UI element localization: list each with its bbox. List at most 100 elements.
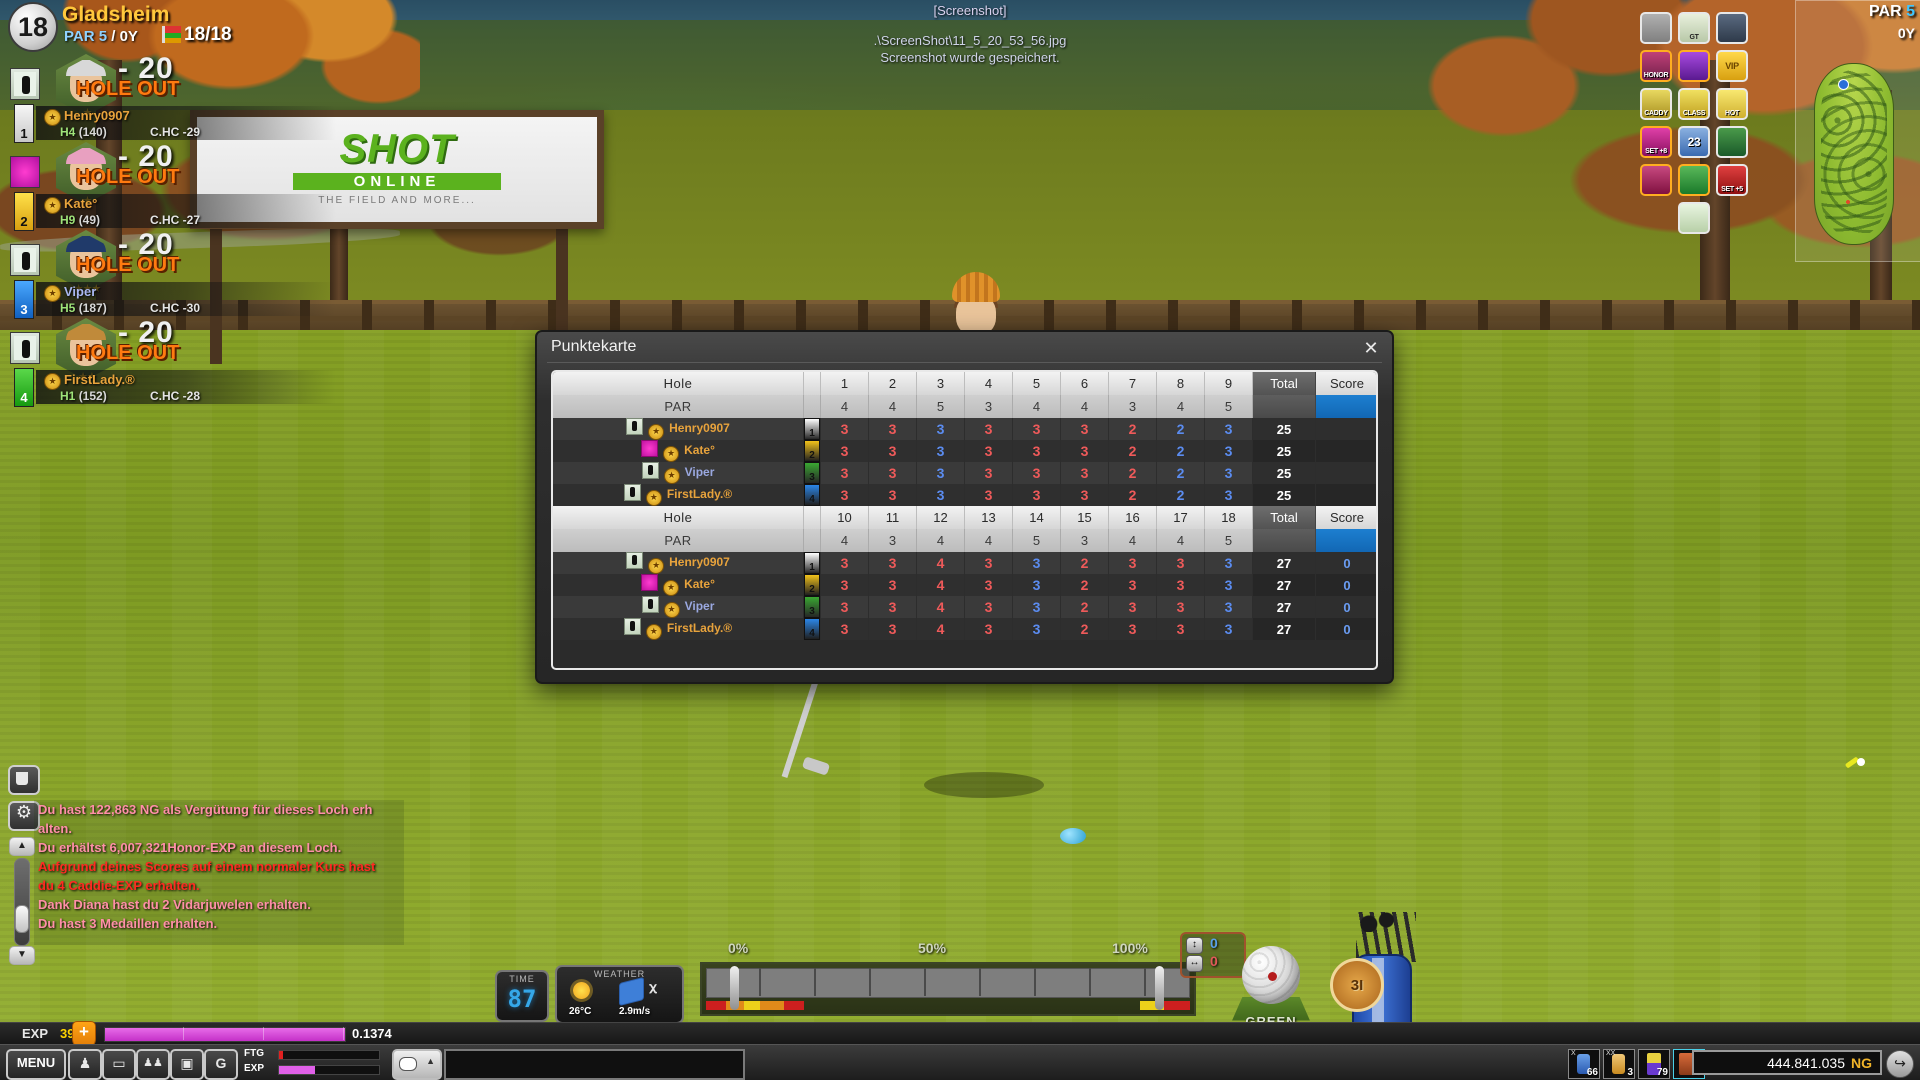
orange-potion-item[interactable]: XX 3 bbox=[1603, 1049, 1635, 1079]
score-cell: 3 bbox=[1012, 552, 1061, 574]
ground-marker bbox=[1060, 828, 1086, 844]
score-cell: 3 bbox=[1156, 618, 1205, 640]
ball-chip: 4 bbox=[804, 618, 820, 640]
table-row: ★ FirstLady.® 4 3 3 4 3 3 2 3 3 3 27 0 bbox=[553, 618, 1376, 640]
power-bar[interactable] bbox=[700, 962, 1196, 1016]
close-icon[interactable]: ✕ bbox=[1363, 337, 1379, 358]
chat-toggle-button[interactable] bbox=[392, 1049, 442, 1080]
golden-club-buff-icon[interactable] bbox=[1640, 164, 1672, 196]
chat-scroll-up-button[interactable]: ▲ bbox=[9, 837, 35, 856]
caddy-buff-icon[interactable]: CADDY bbox=[1640, 88, 1672, 120]
score-cell-total: 0 bbox=[1315, 596, 1376, 618]
exp-fill bbox=[105, 1028, 345, 1041]
inventory-icon[interactable]: ▭ bbox=[102, 1049, 136, 1080]
player-4-score: - 20 bbox=[118, 316, 174, 349]
par-value-17: 4 bbox=[1156, 529, 1205, 552]
chat-scroll-down-button[interactable]: ▼ bbox=[9, 946, 35, 965]
chat-input[interactable] bbox=[444, 1049, 745, 1080]
swing-buff-icon[interactable] bbox=[1678, 202, 1710, 234]
player-entry-1[interactable]: ★ - 20 HOLE OUT 1 ★ Henry0907 H4 (140) C… bbox=[10, 52, 340, 143]
guild-icon[interactable]: G bbox=[204, 1049, 238, 1080]
player-name-cell: ★ Kate° bbox=[553, 440, 804, 462]
money-amount: 444.841.035 bbox=[1767, 1055, 1845, 1071]
par-value-11: 3 bbox=[868, 529, 917, 552]
uv-23-buff-icon[interactable]: 23 bbox=[1678, 126, 1710, 158]
score-cell: 3 bbox=[1156, 574, 1205, 596]
minimap-tee-marker bbox=[1842, 197, 1854, 207]
scorecard-dialog: Punktekarte ✕ Hole 1 2 3 4 5 6 7 8 9 Total Score PAR… bbox=[535, 330, 1394, 684]
score-header: Score bbox=[1315, 506, 1376, 529]
score-cell: 2 bbox=[1060, 552, 1109, 574]
power-marker-start bbox=[730, 966, 739, 1010]
golfer-cap bbox=[952, 272, 1000, 302]
score-cell: 3 bbox=[964, 618, 1013, 640]
power-marker-end bbox=[1155, 966, 1164, 1010]
power-bar-widget[interactable]: 0% 50% 100% bbox=[700, 940, 1196, 1018]
spin-vertical-value: 0 bbox=[1210, 935, 1218, 951]
hole-number-5: 5 bbox=[1012, 372, 1061, 395]
set-plus-8-buff-icon[interactable]: SET +8 bbox=[1640, 126, 1672, 158]
star-burst-buff-icon[interactable] bbox=[1678, 50, 1710, 82]
player-entry-2[interactable]: ★ - 20 HOLE OUT 2 ★ Kate° H9 (49) C.HC -… bbox=[10, 140, 340, 231]
score-cell: 4 bbox=[916, 552, 965, 574]
video-icon[interactable]: ▣ bbox=[170, 1049, 204, 1080]
player-3-star-icon: ★ bbox=[44, 285, 61, 302]
friends-icon[interactable]: ♟♟ bbox=[136, 1049, 170, 1080]
par-value-6: 4 bbox=[1060, 395, 1109, 418]
hole-minimap[interactable]: PAR 5 0Y bbox=[1795, 0, 1920, 262]
chat-scrollbar[interactable] bbox=[14, 858, 30, 946]
score-cell: 4 bbox=[916, 596, 965, 618]
screenshot-toast-title: [Screenshot] bbox=[933, 3, 1007, 18]
hole-label: Hole bbox=[553, 372, 804, 395]
screenshot-toast-path: .\ScreenShot\11_5_20_53_56.jpg bbox=[873, 32, 1067, 48]
hole-label: Hole bbox=[553, 506, 804, 529]
chat-line: Dank Diana hast du 2 Vidarjuwelen erhalt… bbox=[38, 897, 311, 912]
player-name: Viper bbox=[684, 465, 715, 479]
spin-indicator[interactable]: ↕ 0 ↔ 0 bbox=[1180, 932, 1246, 978]
green-club-buff-icon[interactable] bbox=[1678, 164, 1710, 196]
temperature-value: 26°C bbox=[569, 1006, 592, 1017]
jump-arrow-buff-icon[interactable] bbox=[1716, 12, 1748, 44]
player-avatar-icon bbox=[623, 618, 641, 635]
gear-icon[interactable] bbox=[8, 801, 40, 831]
billboard-line1: SHOT bbox=[339, 127, 455, 171]
trash-icon[interactable] bbox=[8, 765, 40, 795]
class-buff-icon[interactable]: CLASS bbox=[1678, 88, 1710, 120]
player-3-infobar bbox=[36, 282, 336, 316]
ball-chip: 1 bbox=[804, 418, 820, 440]
gt-ball-buff-icon[interactable]: GT bbox=[1678, 12, 1710, 44]
total-cell: 27 bbox=[1252, 618, 1316, 640]
hot-buff-icon[interactable]: HOT bbox=[1716, 88, 1748, 120]
score-cell-total bbox=[1315, 484, 1376, 506]
menu-button[interactable]: MENU bbox=[6, 1049, 66, 1080]
vip-buff-icon[interactable]: VIP bbox=[1716, 50, 1748, 82]
player-entry-3[interactable]: ★★★ - 20 HOLE OUT 3 ★ Viper H5 (187) C.H… bbox=[10, 228, 340, 319]
chat-scroll-thumb[interactable] bbox=[15, 905, 29, 933]
selected-club-badge[interactable]: 3I bbox=[1330, 958, 1384, 1012]
hole-number-7: 7 bbox=[1108, 372, 1157, 395]
character-icon[interactable]: ♟ bbox=[68, 1049, 102, 1080]
score-cell: 3 bbox=[1204, 418, 1253, 440]
ball-chip: 2 bbox=[804, 440, 820, 462]
player-name: Viper bbox=[684, 599, 715, 613]
player-3-portrait: ★★★ bbox=[56, 230, 116, 295]
table-row: ★ FirstLady.® 4 3 3 3 3 3 3 2 2 3 25 bbox=[553, 484, 1376, 506]
hole-number-6: 6 bbox=[1060, 372, 1109, 395]
blue-potion-item[interactable]: X 66 bbox=[1568, 1049, 1600, 1079]
score-cell: 3 bbox=[1108, 574, 1157, 596]
energy-drink-item[interactable]: 79 bbox=[1638, 1049, 1670, 1079]
honor-buff-icon[interactable]: HONOR bbox=[1640, 50, 1672, 82]
exit-button[interactable]: ↪ bbox=[1886, 1050, 1914, 1078]
player-star-icon: ★ bbox=[648, 424, 665, 440]
arrow-up-buff-icon[interactable] bbox=[1640, 12, 1672, 44]
player-ball-color-cell: 2 bbox=[803, 574, 821, 596]
player-4-rank: 4 bbox=[14, 368, 34, 407]
minimap-par: PAR 5 bbox=[1869, 3, 1915, 20]
billboard-leg-right bbox=[556, 214, 568, 364]
score-cell: 3 bbox=[1012, 596, 1061, 618]
player-name-cell: ★ Henry0907 bbox=[553, 552, 804, 574]
set-plus-5-buff-icon[interactable]: SET +5 bbox=[1716, 164, 1748, 196]
trophy-buff-icon[interactable] bbox=[1716, 126, 1748, 158]
player-entry-4[interactable]: ★★ - 20 HOLE OUT 4 ★ FirstLady.® H1 (152… bbox=[10, 316, 340, 407]
power-mark-50: 50% bbox=[918, 940, 947, 956]
